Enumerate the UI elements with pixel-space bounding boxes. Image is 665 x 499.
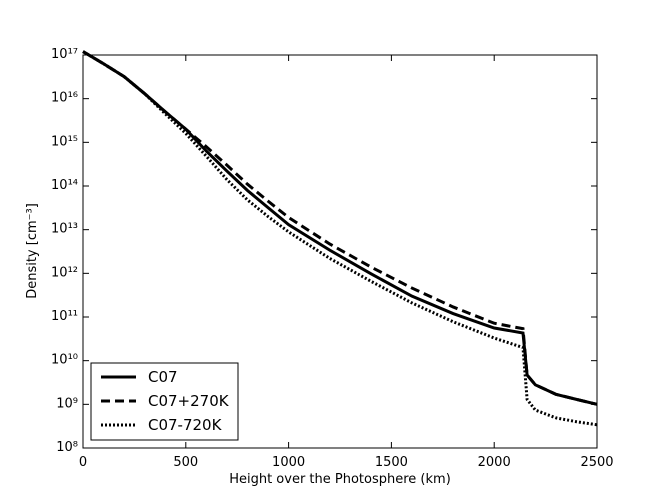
- y-tick-label: 10¹⁵: [51, 134, 78, 149]
- y-tick-label: 10¹¹: [51, 309, 78, 324]
- y-tick-label: 10⁹: [56, 396, 78, 411]
- x-tick-label: 2000: [478, 455, 511, 470]
- line-series: [82, 50, 598, 406]
- x-axis-label: Height over the Photosphere (km): [229, 472, 451, 487]
- y-tick-label: 10¹⁷: [51, 47, 78, 62]
- y-tick-label: 10¹⁰: [51, 353, 78, 368]
- line-series: [82, 50, 598, 427]
- y-tick-label: 10¹³: [51, 222, 78, 237]
- x-tick-label: 1500: [375, 455, 408, 470]
- x-tick-label: 1000: [272, 455, 305, 470]
- y-tick-label: 10¹²: [51, 265, 78, 280]
- x-tick-label: 2500: [580, 455, 613, 470]
- y-tick-label: 10¹⁴: [51, 178, 78, 193]
- y-tick-label: 10⁸: [56, 440, 78, 455]
- legend-label: C07-720K: [148, 416, 223, 434]
- plot-frame: [82, 54, 598, 449]
- y-tick-label: 10¹⁶: [51, 91, 78, 106]
- x-tick-label: 0: [79, 455, 87, 470]
- y-axis-label: Density [cm⁻³]: [25, 203, 40, 299]
- legend-label: C07: [148, 368, 178, 386]
- x-tick-label: 500: [173, 455, 198, 470]
- line-series: [82, 50, 598, 406]
- legend-label: C07+270K: [148, 392, 230, 410]
